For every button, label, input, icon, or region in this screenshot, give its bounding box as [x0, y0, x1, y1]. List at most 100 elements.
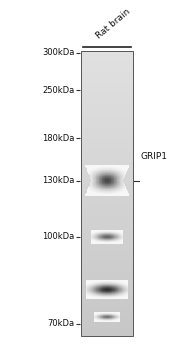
Bar: [92, 183, 93, 184]
Bar: [81, 258, 133, 259]
Bar: [81, 132, 133, 133]
Bar: [93, 188, 94, 189]
Bar: [89, 195, 90, 196]
Bar: [123, 170, 124, 171]
Bar: [81, 254, 133, 255]
Bar: [108, 185, 109, 186]
Bar: [113, 175, 114, 176]
Bar: [95, 175, 96, 176]
Bar: [87, 190, 88, 191]
Bar: [92, 172, 93, 173]
Bar: [121, 190, 122, 191]
Bar: [100, 181, 101, 182]
Bar: [122, 183, 123, 184]
Bar: [116, 172, 117, 173]
Bar: [107, 174, 108, 175]
Bar: [94, 172, 95, 173]
Bar: [117, 174, 118, 175]
Bar: [81, 139, 133, 140]
Bar: [115, 184, 116, 185]
Bar: [107, 178, 108, 179]
Bar: [109, 184, 110, 185]
Bar: [107, 177, 108, 178]
Bar: [88, 166, 89, 167]
Bar: [81, 228, 133, 229]
Bar: [111, 186, 112, 187]
Bar: [121, 185, 122, 186]
Bar: [121, 168, 122, 169]
Bar: [86, 166, 87, 167]
Bar: [100, 166, 101, 167]
Bar: [81, 294, 133, 295]
Bar: [104, 165, 105, 166]
Bar: [113, 165, 114, 166]
Bar: [117, 188, 118, 189]
Bar: [129, 165, 130, 166]
Bar: [117, 177, 118, 178]
Bar: [98, 167, 99, 168]
Bar: [110, 178, 111, 179]
Bar: [96, 173, 97, 174]
Bar: [99, 189, 100, 190]
Bar: [81, 229, 133, 230]
Bar: [81, 113, 133, 114]
Bar: [109, 171, 110, 172]
Bar: [119, 193, 120, 194]
Bar: [114, 174, 115, 175]
Bar: [81, 158, 133, 159]
Bar: [93, 194, 94, 195]
Bar: [123, 182, 124, 183]
Bar: [96, 165, 97, 166]
Bar: [100, 169, 101, 170]
Bar: [101, 189, 102, 190]
Bar: [118, 169, 119, 170]
Bar: [91, 191, 92, 192]
Bar: [81, 103, 133, 104]
Bar: [99, 176, 100, 177]
Bar: [81, 76, 133, 77]
Bar: [118, 175, 119, 176]
Bar: [112, 180, 113, 181]
Bar: [109, 173, 110, 174]
Bar: [81, 206, 133, 207]
Bar: [90, 184, 91, 185]
Bar: [103, 169, 104, 170]
Bar: [115, 189, 116, 190]
Bar: [81, 134, 133, 135]
Bar: [125, 189, 126, 190]
Bar: [99, 188, 100, 189]
Bar: [116, 190, 117, 191]
Bar: [114, 171, 115, 172]
Bar: [121, 194, 122, 195]
Bar: [104, 179, 105, 180]
Bar: [118, 168, 119, 169]
Bar: [105, 182, 106, 183]
Bar: [125, 170, 126, 171]
Bar: [107, 186, 108, 187]
Bar: [81, 198, 133, 199]
Bar: [124, 168, 125, 169]
Bar: [95, 178, 96, 179]
Bar: [89, 190, 90, 191]
Bar: [99, 165, 100, 166]
Bar: [118, 177, 119, 178]
Bar: [104, 185, 105, 186]
Bar: [121, 186, 122, 187]
Bar: [81, 123, 133, 124]
Bar: [81, 51, 133, 336]
Bar: [90, 166, 91, 167]
Bar: [114, 183, 115, 184]
Bar: [121, 181, 122, 182]
Bar: [123, 186, 124, 187]
Bar: [95, 186, 96, 187]
Bar: [111, 194, 112, 195]
Bar: [81, 291, 133, 292]
Bar: [110, 169, 111, 170]
Bar: [113, 181, 114, 182]
Bar: [81, 207, 133, 208]
Bar: [97, 169, 98, 170]
Bar: [96, 176, 97, 177]
Bar: [119, 185, 120, 186]
Bar: [106, 175, 107, 176]
Bar: [110, 166, 111, 167]
